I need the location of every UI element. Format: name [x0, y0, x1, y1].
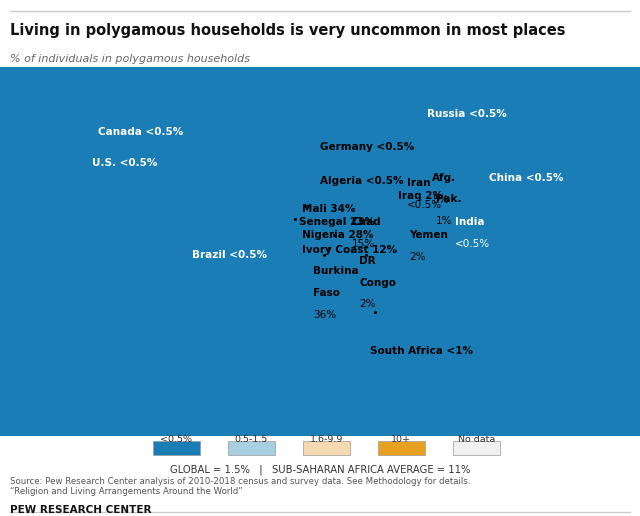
- Text: GLOBAL = 1.5%   |   SUB-SAHARAN AFRICA AVERAGE = 11%: GLOBAL = 1.5% | SUB-SAHARAN AFRICA AVERA…: [170, 464, 470, 475]
- Text: Russia <0.5%: Russia <0.5%: [427, 108, 506, 119]
- Text: Mali 34%: Mali 34%: [302, 204, 356, 214]
- Bar: [153, 441, 200, 455]
- Text: Living in polygamous households is very uncommon in most places: Living in polygamous households is very …: [10, 23, 565, 38]
- Text: 1.6-9.9: 1.6-9.9: [310, 435, 343, 444]
- Text: Afg.: Afg.: [432, 173, 456, 183]
- Text: % of individuals in polygamous households: % of individuals in polygamous household…: [10, 54, 250, 64]
- Text: No data: No data: [458, 435, 495, 444]
- Text: 1%: 1%: [436, 216, 452, 225]
- Text: China <0.5%: China <0.5%: [489, 173, 563, 183]
- Text: Canada <0.5%: Canada <0.5%: [98, 126, 183, 137]
- Text: Brazil <0.5%: Brazil <0.5%: [192, 250, 267, 261]
- Bar: [303, 441, 349, 455]
- Text: Algeria <0.5%: Algeria <0.5%: [320, 175, 403, 186]
- Text: U.S. <0.5%: U.S. <0.5%: [92, 157, 158, 168]
- Text: Senegal 23%: Senegal 23%: [299, 217, 374, 227]
- Text: 5%: 5%: [432, 195, 449, 205]
- Text: Nigeria 28%: Nigeria 28%: [302, 230, 374, 240]
- Text: Germany <0.5%: Germany <0.5%: [320, 142, 414, 152]
- Text: Faso: Faso: [313, 288, 340, 298]
- Text: 0.5-1.5: 0.5-1.5: [235, 435, 268, 444]
- Text: Chad: Chad: [352, 217, 381, 227]
- Text: “Religion and Living Arrangements Around the World”: “Religion and Living Arrangements Around…: [10, 487, 243, 495]
- Text: India: India: [455, 217, 484, 227]
- Text: South Africa <1%: South Africa <1%: [370, 346, 473, 356]
- Bar: [378, 441, 424, 455]
- Text: DR: DR: [359, 255, 376, 266]
- Text: 2%: 2%: [409, 252, 426, 262]
- Bar: [453, 441, 500, 455]
- Text: <0.5%: <0.5%: [161, 435, 193, 444]
- Text: <0.5%: <0.5%: [455, 239, 490, 249]
- Text: Congo: Congo: [359, 278, 396, 287]
- Text: Source: Pew Research Center analysis of 2010-2018 census and survey data. See Me: Source: Pew Research Center analysis of …: [10, 477, 470, 486]
- Text: Ivory Coast 12%: Ivory Coast 12%: [302, 245, 397, 255]
- Text: PEW RESEARCH CENTER: PEW RESEARCH CENTER: [10, 505, 151, 514]
- Text: Burkina: Burkina: [313, 266, 358, 276]
- Text: 2%: 2%: [359, 299, 376, 310]
- Text: Iran: Iran: [407, 178, 431, 188]
- Text: <0.5%: <0.5%: [407, 200, 442, 210]
- Text: 10+: 10+: [392, 435, 412, 444]
- Text: Yemen: Yemen: [409, 230, 448, 240]
- Text: Pak.: Pak.: [436, 194, 461, 204]
- Text: Iraq 2%: Iraq 2%: [398, 191, 444, 201]
- Bar: [228, 441, 275, 455]
- Text: 36%: 36%: [313, 310, 336, 320]
- Text: 15%: 15%: [352, 239, 375, 249]
